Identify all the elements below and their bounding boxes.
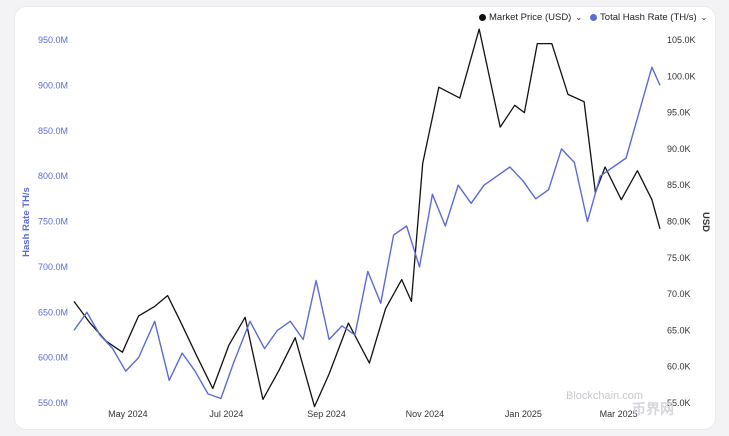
y-tick-left-label: 900.0M [38, 80, 68, 90]
y-tick-right-label: 95.0K [667, 108, 691, 118]
chart-card: Market Price (USD) ⌄ Total Hash Rate (TH… [14, 6, 716, 430]
legend-item-hash-rate[interactable]: Total Hash Rate (TH/s) ⌄ [590, 12, 707, 23]
y-tick-right-label: 105.0K [667, 35, 696, 45]
x-tick-label: Jul 2024 [209, 409, 243, 419]
chart-legend: Market Price (USD) ⌄ Total Hash Rate (TH… [479, 12, 707, 23]
y-axis-left-title: Hash Rate TH/s [21, 187, 32, 257]
x-tick-label: Sep 2024 [307, 409, 346, 419]
legend-label-market-price: Market Price (USD) [489, 12, 572, 23]
legend-label-hash-rate: Total Hash Rate (TH/s) [600, 12, 697, 23]
hash-rate-dot-icon [590, 14, 598, 21]
y-tick-right-label: 90.0K [667, 144, 691, 154]
y-tick-left-label: 550.0M [38, 398, 68, 408]
legend-item-market-price[interactable]: Market Price (USD) ⌄ [479, 12, 582, 23]
y-tick-right-label: 55.0K [667, 398, 691, 408]
y-tick-left-label: 750.0M [38, 217, 68, 227]
y-tick-left-label: 950.0M [38, 35, 68, 45]
y-tick-left-label: 600.0M [38, 353, 68, 363]
x-tick-label: May 2024 [108, 409, 148, 419]
watermark-text-2: 币界网 [632, 401, 674, 417]
y-tick-right-label: 60.0K [667, 362, 691, 372]
y-tick-right-label: 65.0K [667, 325, 691, 335]
watermark-text: Blockchain.com [566, 390, 643, 402]
y-tick-right-label: 100.0K [667, 71, 696, 81]
y-tick-left-label: 700.0M [38, 262, 68, 272]
y-tick-left-label: 800.0M [38, 171, 68, 181]
chevron-down-icon[interactable]: ⌄ [700, 13, 708, 22]
x-tick-label: Mar 2025 [600, 409, 638, 419]
y-tick-right-label: 80.0K [667, 217, 691, 227]
hash-rate-line [73, 66, 661, 400]
x-tick-label: Nov 2024 [406, 409, 445, 419]
y-tick-left-label: 650.0M [38, 307, 68, 317]
y-axis-right-title: USD [700, 212, 711, 232]
chevron-down-icon[interactable]: ⌄ [575, 13, 583, 22]
market-price-dot-icon [479, 14, 486, 21]
market-price-line [73, 28, 661, 408]
x-tick-label: Jan 2025 [505, 409, 542, 419]
y-tick-right-label: 70.0K [667, 289, 691, 299]
y-tick-left-label: 850.0M [38, 126, 68, 136]
y-tick-right-label: 75.0K [667, 253, 691, 263]
y-tick-right-label: 85.0K [667, 180, 691, 190]
